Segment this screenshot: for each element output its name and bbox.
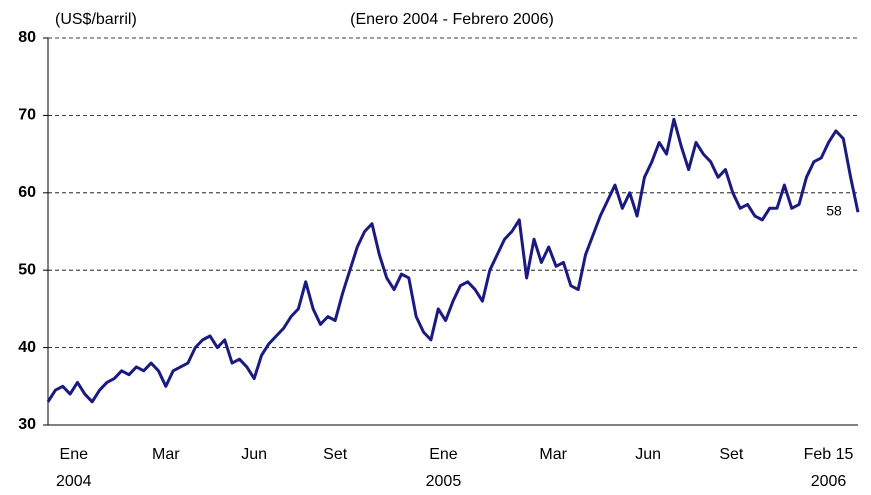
y-tick-label: 30 bbox=[18, 416, 36, 433]
annotation: 58 bbox=[826, 203, 842, 219]
x-tick-label: Feb 15 bbox=[804, 446, 854, 463]
x-tick-label: Mar bbox=[539, 446, 567, 463]
year-label: 2004 bbox=[56, 473, 92, 490]
y-tick-label: 40 bbox=[18, 339, 36, 356]
year-label: 2005 bbox=[426, 473, 462, 490]
y-tick-label: 80 bbox=[18, 29, 36, 46]
x-tick-label: Jun bbox=[241, 446, 267, 463]
year-label: 2006 bbox=[811, 473, 847, 490]
line-series bbox=[46, 117, 860, 404]
x-tick-label: Ene bbox=[60, 446, 89, 463]
y-tick-label: 70 bbox=[18, 107, 36, 124]
chart-title: (Enero 2004 - Febrero 2006) bbox=[350, 11, 554, 28]
y-tick-label: 60 bbox=[18, 184, 36, 201]
x-tick-label: Jun bbox=[635, 446, 661, 463]
x-tick-label: Ene bbox=[429, 446, 458, 463]
x-tick-label: Mar bbox=[152, 446, 180, 463]
x-tick-label: Set bbox=[719, 446, 744, 463]
y-axis-label: (US$/barril) bbox=[55, 11, 137, 28]
y-tick-label: 50 bbox=[18, 261, 36, 278]
x-tick-label: Set bbox=[323, 446, 348, 463]
